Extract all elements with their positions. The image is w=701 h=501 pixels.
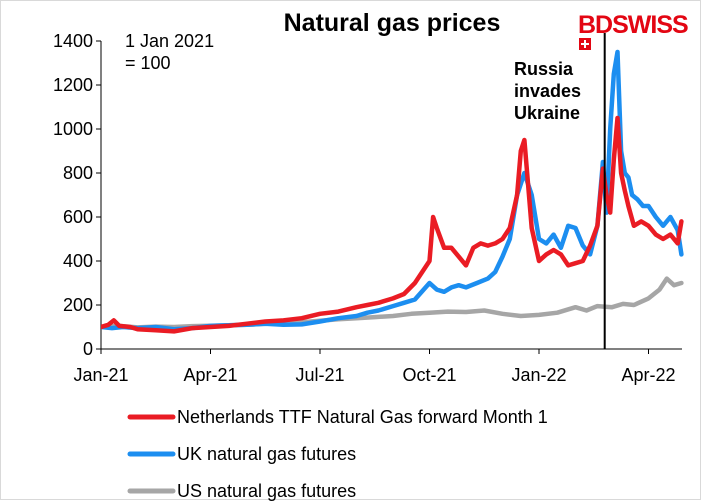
legend-label: Netherlands TTF Natural Gas forward Mont…	[177, 407, 548, 427]
annotation-text: invades	[514, 81, 581, 101]
y-tick-label: 1400	[53, 31, 93, 51]
series-line-ttf	[101, 115, 684, 334]
brand-logo: BDSWISS	[578, 13, 700, 63]
y-tick-label: 1000	[53, 119, 93, 139]
series-line-us	[101, 276, 684, 330]
y-tick-label: 1200	[53, 75, 93, 95]
y-tick-label: 200	[63, 295, 93, 315]
y-tick-label: 800	[63, 163, 93, 183]
brand-logo-text: BDSWISS	[578, 11, 689, 39]
index-note-line1: 1 Jan 2021	[125, 31, 214, 51]
y-tick-label: 400	[63, 251, 93, 271]
y-tick-label: 0	[83, 339, 93, 359]
x-tick-label: Apr-21	[183, 365, 237, 385]
x-tick-label: Jul-21	[295, 365, 344, 385]
legend-label: UK natural gas futures	[177, 444, 356, 464]
swiss-cross-icon	[579, 38, 591, 50]
legend-label: US natural gas futures	[177, 481, 356, 501]
annotation-text: Ukraine	[514, 103, 580, 123]
x-tick-label: Jan-22	[511, 365, 566, 385]
index-note-line2: = 100	[125, 53, 171, 73]
x-tick-label: Apr-22	[621, 365, 675, 385]
x-tick-label: Jan-21	[73, 365, 128, 385]
series-line-uk	[101, 49, 684, 332]
chart-title: Natural gas prices	[284, 9, 501, 37]
x-tick-label: Oct-21	[402, 365, 456, 385]
y-tick-label: 600	[63, 207, 93, 227]
annotation-text: Russia	[514, 59, 574, 79]
